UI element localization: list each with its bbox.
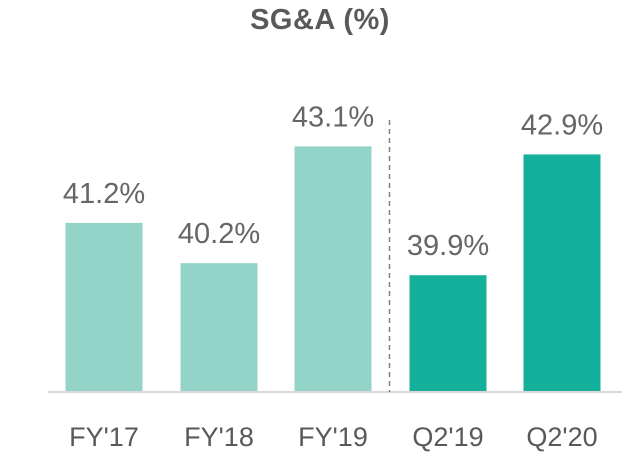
value-label-3: 39.9% — [407, 230, 489, 262]
bar-4 — [523, 154, 601, 392]
category-label-0: FY'17 — [69, 422, 139, 452]
value-label-2: 43.1% — [292, 101, 374, 133]
value-label-1: 40.2% — [178, 218, 260, 250]
value-label-0: 41.2% — [63, 178, 145, 210]
category-label-4: Q2'20 — [526, 422, 597, 452]
category-label-2: FY'19 — [298, 422, 368, 452]
bar-1 — [180, 263, 258, 392]
bar-3 — [409, 275, 487, 392]
category-label-1: FY'18 — [184, 422, 254, 452]
chart-title: SG&A (%) — [250, 4, 390, 36]
category-label-3: Q2'19 — [412, 422, 483, 452]
category-ticks-layer: FY'17 FY'18 FY'19 Q2'19 Q2'20 — [69, 422, 597, 452]
bar-0 — [65, 222, 143, 392]
value-labels-layer: 41.2% 40.2% 43.1% 39.9% 42.9% — [63, 101, 603, 262]
bar-2 — [294, 146, 372, 392]
value-label-4: 42.9% — [521, 109, 603, 141]
bars-layer — [65, 146, 601, 392]
